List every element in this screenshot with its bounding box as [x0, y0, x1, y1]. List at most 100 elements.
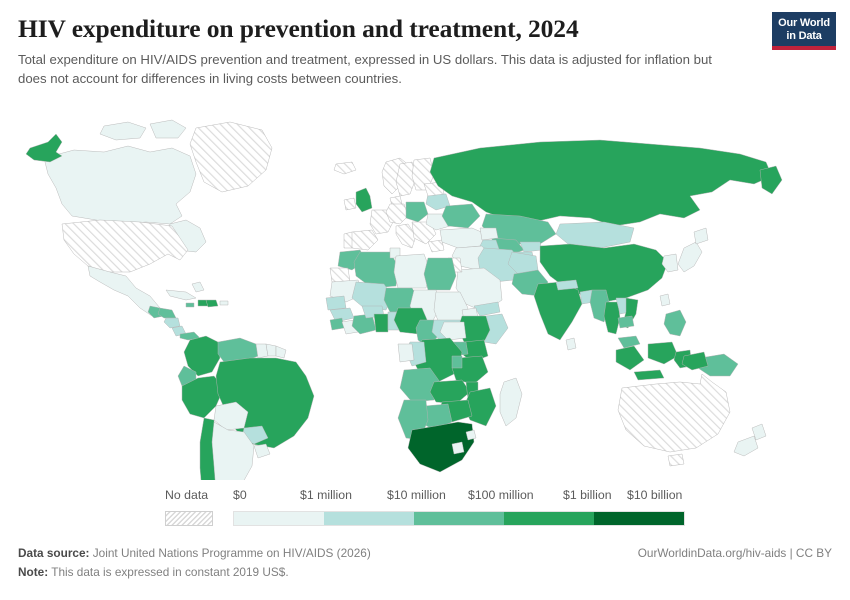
country-madagascar[interactable]: [500, 378, 522, 426]
country-yemen[interactable]: [474, 302, 500, 316]
country-canada-arctic-2[interactable]: [150, 120, 186, 138]
country-new-zealand-n[interactable]: [752, 424, 766, 440]
legend-swatch-no-data[interactable]: [165, 511, 213, 526]
country-ghana[interactable]: [374, 314, 388, 332]
legend-label-no-data: No data: [165, 488, 209, 502]
country-greenland[interactable]: [190, 122, 272, 192]
map-countries[interactable]: [26, 120, 782, 480]
country-uruguay[interactable]: [254, 444, 270, 458]
legend-bin-4[interactable]: [504, 512, 594, 525]
note-text: This data is expressed in constant 2019 …: [51, 565, 289, 580]
country-cuba[interactable]: [166, 290, 196, 300]
country-mali[interactable]: [352, 282, 392, 310]
country-french-guiana[interactable]: [276, 346, 286, 358]
country-united-states[interactable]: [62, 220, 188, 272]
country-argentina[interactable]: [212, 422, 254, 480]
country-philippines[interactable]: [664, 310, 686, 336]
country-egypt[interactable]: [424, 258, 456, 290]
legend-label-1-billion: $1 billion: [563, 488, 612, 502]
country-rwanda-burundi[interactable]: [452, 356, 462, 368]
country-new-zealand-s[interactable]: [734, 436, 758, 456]
country-caucasus[interactable]: [480, 228, 498, 240]
country-russia[interactable]: [430, 140, 772, 226]
country-eswatini[interactable]: [466, 430, 476, 440]
legend-bin-3[interactable]: [414, 512, 504, 525]
legend-label-1-million: $1 million: [300, 488, 352, 502]
country-alaska[interactable]: [26, 134, 62, 162]
country-taiwan[interactable]: [660, 294, 670, 306]
country-australia[interactable]: [618, 374, 730, 452]
country-turkey[interactable]: [440, 228, 486, 248]
country-dominican-republic[interactable]: [206, 300, 218, 307]
country-lesotho[interactable]: [452, 442, 464, 454]
country-tasmania[interactable]: [668, 454, 684, 466]
country-suriname[interactable]: [266, 344, 276, 356]
legend-swatch-scale[interactable]: [233, 511, 685, 526]
country-bahamas[interactable]: [192, 282, 204, 292]
country-senegal[interactable]: [326, 296, 346, 310]
legend-label-100-million: $100 million: [468, 488, 534, 502]
page-title: HIV expenditure on prevention and treatm…: [18, 14, 579, 43]
country-gabon[interactable]: [398, 344, 414, 362]
country-japan-north[interactable]: [694, 228, 708, 244]
note-label: Note:: [18, 565, 49, 580]
country-nicaragua[interactable]: [164, 318, 180, 328]
country-italy[interactable]: [396, 224, 416, 248]
country-germany[interactable]: [386, 204, 408, 224]
country-colombia[interactable]: [184, 336, 220, 376]
owid-logo[interactable]: Our World in Data: [772, 12, 836, 51]
country-kamchatka[interactable]: [760, 166, 782, 194]
country-thailand[interactable]: [604, 302, 620, 334]
country-japan[interactable]: [678, 242, 702, 272]
country-greece[interactable]: [428, 240, 444, 252]
legend-bin-5[interactable]: [594, 512, 684, 525]
country-sri-lanka[interactable]: [566, 338, 576, 350]
country-ukraine[interactable]: [442, 204, 480, 228]
legend-bin-1[interactable]: [234, 512, 324, 525]
country-western-sahara[interactable]: [330, 268, 350, 282]
country-south-africa[interactable]: [408, 422, 474, 472]
legend-label-0: $0: [233, 488, 247, 502]
country-papua-west[interactable]: [682, 352, 708, 370]
country-borneo[interactable]: [648, 342, 678, 364]
country-united-kingdom[interactable]: [356, 188, 372, 212]
country-libya[interactable]: [394, 254, 430, 288]
country-cambodia[interactable]: [618, 316, 634, 328]
legend-bars[interactable]: [165, 511, 685, 526]
map-legend[interactable]: No data $0 $1 million $10 million $100 m…: [0, 488, 850, 536]
chart-header: HIV expenditure on prevention and treatm…: [18, 14, 758, 88]
country-canada-arctic-1[interactable]: [100, 122, 146, 140]
chart-subtitle: Total expenditure on HIV/AIDS prevention…: [18, 52, 712, 86]
country-angola[interactable]: [400, 368, 440, 402]
country-kyrgyzstan[interactable]: [520, 242, 542, 252]
legend-label-10-billion: $10 billion: [627, 488, 683, 502]
country-poland[interactable]: [406, 202, 428, 222]
country-nepal[interactable]: [556, 280, 578, 290]
country-malaysia[interactable]: [618, 336, 640, 348]
country-java[interactable]: [634, 370, 664, 380]
country-portugal[interactable]: [344, 232, 352, 248]
country-canada[interactable]: [44, 146, 196, 224]
owid-attribution[interactable]: OurWorldinData.org/hiv-aids | CC BY: [637, 546, 832, 560]
country-ireland[interactable]: [344, 198, 356, 210]
country-iceland[interactable]: [334, 162, 356, 174]
data-source-label: Data source:: [18, 546, 90, 560]
map-svg[interactable]: [0, 100, 850, 480]
country-india[interactable]: [534, 282, 582, 340]
world-choropleth-map[interactable]: [0, 100, 850, 480]
country-mongolia[interactable]: [556, 222, 634, 248]
legend-label-10-million: $10 million: [387, 488, 446, 502]
footer-note-row: Note: This data is expressed in constant…: [18, 563, 832, 582]
country-sumatra[interactable]: [616, 346, 644, 370]
legend-bin-2[interactable]: [324, 512, 414, 525]
country-jamaica[interactable]: [186, 303, 194, 307]
country-sweden[interactable]: [396, 162, 416, 196]
country-sierra-leone[interactable]: [330, 318, 344, 330]
country-somalia[interactable]: [484, 314, 508, 344]
country-korea[interactable]: [662, 254, 678, 272]
logo-line-2: in Data: [786, 29, 822, 42]
country-puerto-rico[interactable]: [220, 301, 228, 305]
footer-source-row: Data source: Joint United Nations Progra…: [18, 544, 832, 563]
country-south-sudan[interactable]: [440, 322, 466, 340]
data-source-text: Joint United Nations Programme on HIV/AI…: [92, 546, 371, 560]
